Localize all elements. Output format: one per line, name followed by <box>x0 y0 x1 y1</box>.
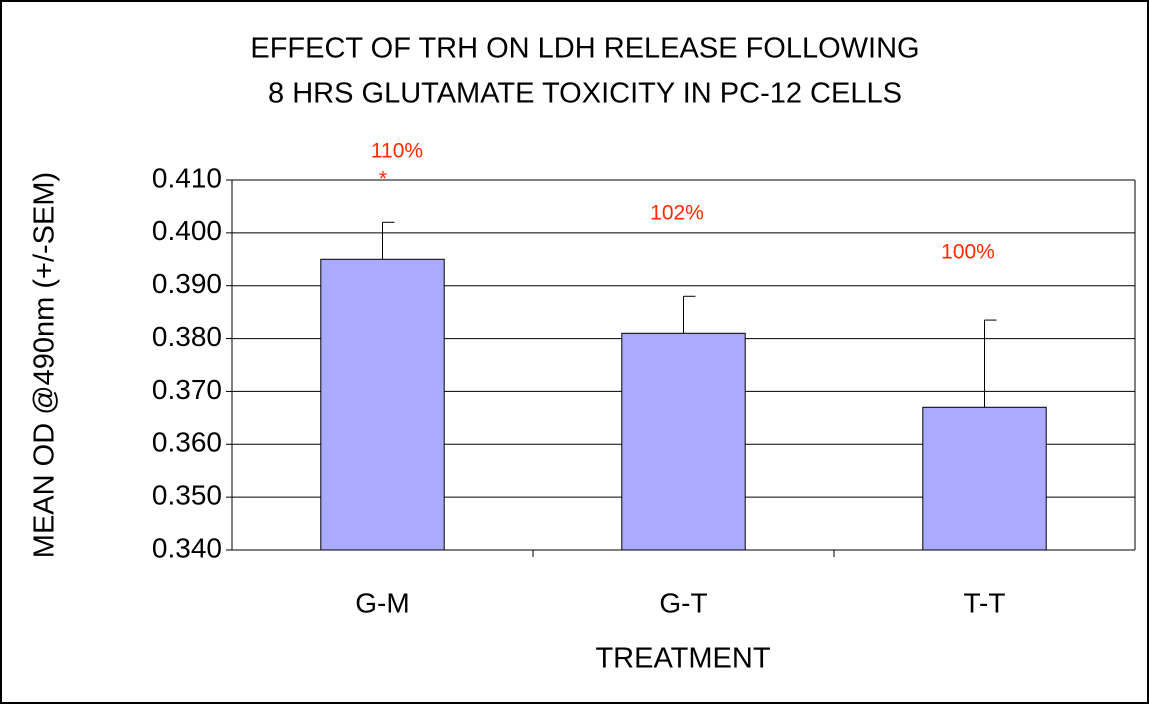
y-tick-label: 0.350 <box>152 480 222 511</box>
x-tick-label: G-M <box>355 587 409 618</box>
x-axis-label: TREATMENT <box>595 643 770 675</box>
y-tick-label: 0.410 <box>152 162 222 193</box>
annotation: 110% <box>371 140 423 163</box>
y-axis-label: MEAN OD @490nm (+/-SEM) <box>29 172 61 558</box>
y-tick-label: 0.360 <box>152 427 222 458</box>
x-tick-label: T-T <box>964 587 1006 618</box>
annotation: 100% <box>941 241 995 264</box>
chart-title: EFFECT OF TRH ON LDH RELEASE FOLLOWING <box>250 33 919 65</box>
y-tick-label: 0.390 <box>152 268 222 299</box>
y-tick-label: 0.370 <box>152 374 222 405</box>
chart-title: 8 HRS GLUTAMATE TOXICITY IN PC-12 CELLS <box>268 78 902 110</box>
y-tick-label: 0.340 <box>152 532 222 563</box>
bar <box>320 258 445 551</box>
annotation: 102% <box>650 202 704 225</box>
bar <box>922 406 1047 551</box>
y-tick-label: 0.380 <box>152 321 222 352</box>
bar <box>621 332 746 551</box>
annotation: * <box>379 168 387 191</box>
y-tick-label: 0.400 <box>152 215 222 246</box>
x-tick-label: G-T <box>659 587 707 618</box>
